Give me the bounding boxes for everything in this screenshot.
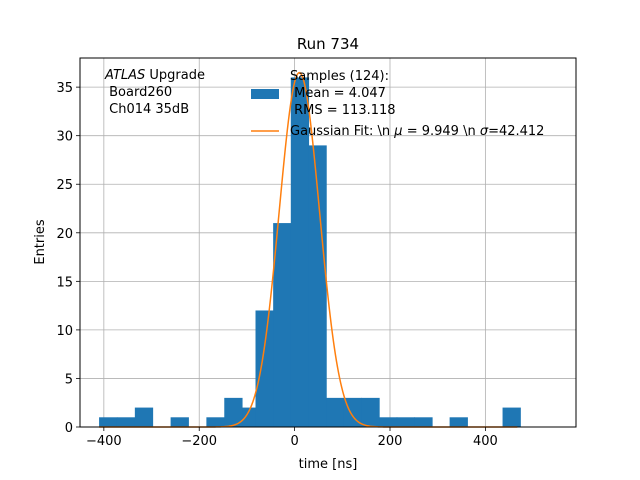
y-tick-label-3: 15	[56, 275, 73, 290]
histogram-bar-15	[361, 397, 380, 427]
histogram-bar-10	[273, 223, 292, 427]
legend-fit-mid: = 9.949 \n	[403, 124, 480, 139]
histogram-bar-7	[224, 397, 243, 427]
histogram-bar-9	[255, 310, 274, 427]
x-tick-label-4: 400	[473, 434, 498, 449]
histogram-bar-12	[308, 145, 327, 428]
histogram-bar-14	[343, 397, 363, 427]
x-axis-label: time [ns]	[299, 457, 358, 472]
legend-histogram-line-1: Samples (124):	[290, 69, 389, 84]
histogram-bar-17	[396, 417, 415, 427]
histogram-bar-1	[116, 417, 136, 427]
legend-histogram-swatch	[251, 89, 279, 99]
atlas-annotation: ATLAS Upgrade Board260 Ch014 35dB	[104, 68, 205, 117]
annotation-line-1: ATLAS Upgrade	[104, 68, 205, 83]
plot-area-frame	[79, 57, 577, 428]
legend-fit-suffix: =42.412	[488, 124, 544, 139]
legend-fit-mu: μ	[393, 124, 402, 139]
y-tick-label-4: 20	[56, 227, 73, 242]
histogram-bar-23	[502, 407, 521, 427]
chart-title: Run 734	[297, 35, 359, 53]
histogram-bar-20	[449, 417, 468, 427]
legend-fit-label: Gaussian Fit: \n μ = 9.949 \n σ=42.412	[290, 124, 544, 139]
annotation-line-3: Ch014 35dB	[105, 102, 189, 117]
histogram-bar-6	[206, 417, 225, 427]
y-tick-label-6: 30	[56, 130, 73, 145]
histogram-bar-16	[379, 417, 398, 427]
y-tick-label-2: 10	[56, 324, 73, 339]
legend-histogram-line-2: Mean = 4.047	[290, 86, 386, 101]
annotation-line-2: Board260	[105, 85, 172, 100]
y-tick-label-1: 5	[65, 372, 73, 387]
histogram-bar-0	[99, 417, 118, 427]
histogram-bar-2	[134, 407, 154, 427]
y-axis-ticks: 0 5 10 15 20 25 30 35	[56, 81, 80, 436]
legend-fit-prefix: Gaussian Fit: \n	[290, 124, 394, 139]
y-tick-label-0: 0	[65, 421, 73, 436]
x-tick-label-3: 200	[378, 434, 403, 449]
histogram-bar-4	[170, 417, 189, 427]
legend-fit-sigma: σ	[480, 124, 489, 139]
legend-histogram-line-3: RMS = 113.118	[290, 103, 396, 118]
histogram-bar-13	[326, 397, 345, 427]
x-tick-label-1: −200	[181, 434, 217, 449]
x-tick-label-0: −400	[86, 434, 122, 449]
x-axis-ticks: −400 −200 0 200 400	[86, 427, 498, 449]
annotation-atlas-italic: ATLAS	[104, 68, 145, 83]
y-axis-label: Entries	[33, 219, 48, 265]
histogram-bar-11	[290, 77, 310, 427]
histogram-bar-18	[414, 417, 433, 427]
histogram-bars	[99, 77, 521, 428]
legend: Samples (124): Mean = 4.047 RMS = 113.11…	[251, 69, 544, 139]
y-tick-label-5: 25	[56, 178, 73, 193]
x-tick-label-2: 0	[290, 434, 298, 449]
annotation-upgrade: Upgrade	[145, 68, 205, 83]
y-tick-label-7: 35	[56, 81, 73, 96]
